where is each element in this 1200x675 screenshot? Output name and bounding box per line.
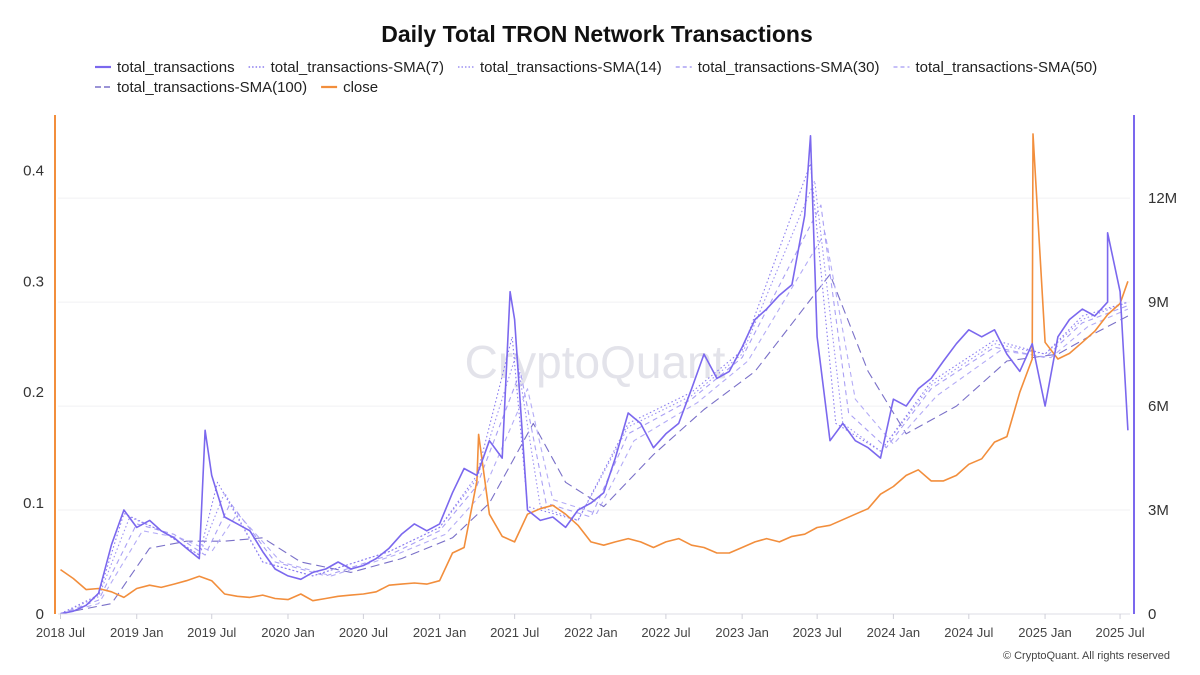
chart-title: Daily Total TRON Network Transactions [381, 21, 813, 47]
left-tick-label-0-1: 0.1 [23, 495, 44, 512]
gridlines [58, 197, 1130, 511]
legend-item-total-transactions-sma-7[interactable]: total_transactions-SMA(7) [248, 59, 444, 76]
right-tick-label-12m: 12M [1148, 190, 1177, 207]
right-tick-label-0: 0 [1148, 606, 1156, 623]
x-tick-label-2021-jan: 2021 Jan [413, 625, 467, 640]
x-tick-label-2020-jan: 2020 Jan [261, 625, 315, 640]
left-tick-label-0-4: 0.4 [23, 162, 44, 179]
legend-item-total-transactions-sma-50[interactable]: total_transactions-SMA(50) [893, 59, 1097, 76]
legend-item-total-transactions[interactable]: total_transactions [95, 59, 235, 76]
left-tick-label-0-3: 0.3 [23, 273, 44, 290]
legend-label: total_transactions [117, 59, 235, 76]
watermark: CryptoQuant [465, 336, 726, 388]
left-tick-label-0: 0 [36, 606, 44, 623]
x-tick-label-2023-jan: 2023 Jan [715, 625, 769, 640]
x-tick-label-2022-jan: 2022 Jan [564, 625, 618, 640]
x-tick-label-2023-jul: 2023 Jul [793, 625, 842, 640]
x-tick-label-2022-jul: 2022 Jul [641, 625, 690, 640]
x-tick-label-2024-jan: 2024 Jan [867, 625, 921, 640]
legend: total_transactions total_transactions-SMA… [95, 59, 1097, 96]
x-tick-label-2025-jul: 2025 Jul [1095, 625, 1144, 640]
axes: 0 0.1 0.2 0.3 0.4 0 3M 6M 9M 12M 2018 Jul 2019 Jan 2… [23, 115, 1177, 640]
x-tick-label-2021-jul: 2021 Jul [490, 625, 539, 640]
x-tick-label-2024-jul: 2024 Jul [944, 625, 993, 640]
legend-label: total_transactions-SMA(7) [271, 59, 444, 76]
left-tick-label-0-2: 0.2 [23, 384, 44, 401]
series-line-total-transactions-sma-100 [60, 273, 1129, 615]
right-tick-label-6m: 6M [1148, 398, 1169, 415]
x-tick-label-2019-jul: 2019 Jul [187, 625, 236, 640]
legend-item-total-transactions-sma-100[interactable]: total_transactions-SMA(100) [95, 79, 307, 96]
legend-label: total_transactions-SMA(30) [698, 59, 880, 76]
copyright-footer: © CryptoQuant. All rights reserved [1003, 650, 1170, 662]
x-tick-label-2020-jul: 2020 Jul [339, 625, 388, 640]
legend-label: total_transactions-SMA(50) [915, 59, 1097, 76]
right-tick-label-3m: 3M [1148, 502, 1169, 519]
legend-item-total-transactions-sma-30[interactable]: total_transactions-SMA(30) [675, 59, 880, 76]
x-tick-label-2018-jul: 2018 Jul [36, 625, 85, 640]
legend-label: total_transactions-SMA(100) [117, 79, 307, 96]
series-line-close [60, 133, 1129, 602]
legend-label: close [343, 79, 378, 96]
x-tick-label-2019-jan: 2019 Jan [110, 625, 164, 640]
series-line-total-transactions-sma-14 [60, 180, 1129, 615]
legend-label: total_transactions-SMA(14) [480, 59, 662, 76]
legend-item-total-transactions-sma-14[interactable]: total_transactions-SMA(14) [457, 59, 662, 76]
x-tick-label-2025-jan: 2025 Jan [1018, 625, 1072, 640]
legend-item-close[interactable]: close [321, 79, 378, 96]
series-line-total-transactions-sma-30 [60, 204, 1129, 615]
right-tick-label-9m: 9M [1148, 294, 1169, 311]
series-layer [60, 133, 1129, 615]
series-line-total-transactions [60, 135, 1129, 615]
